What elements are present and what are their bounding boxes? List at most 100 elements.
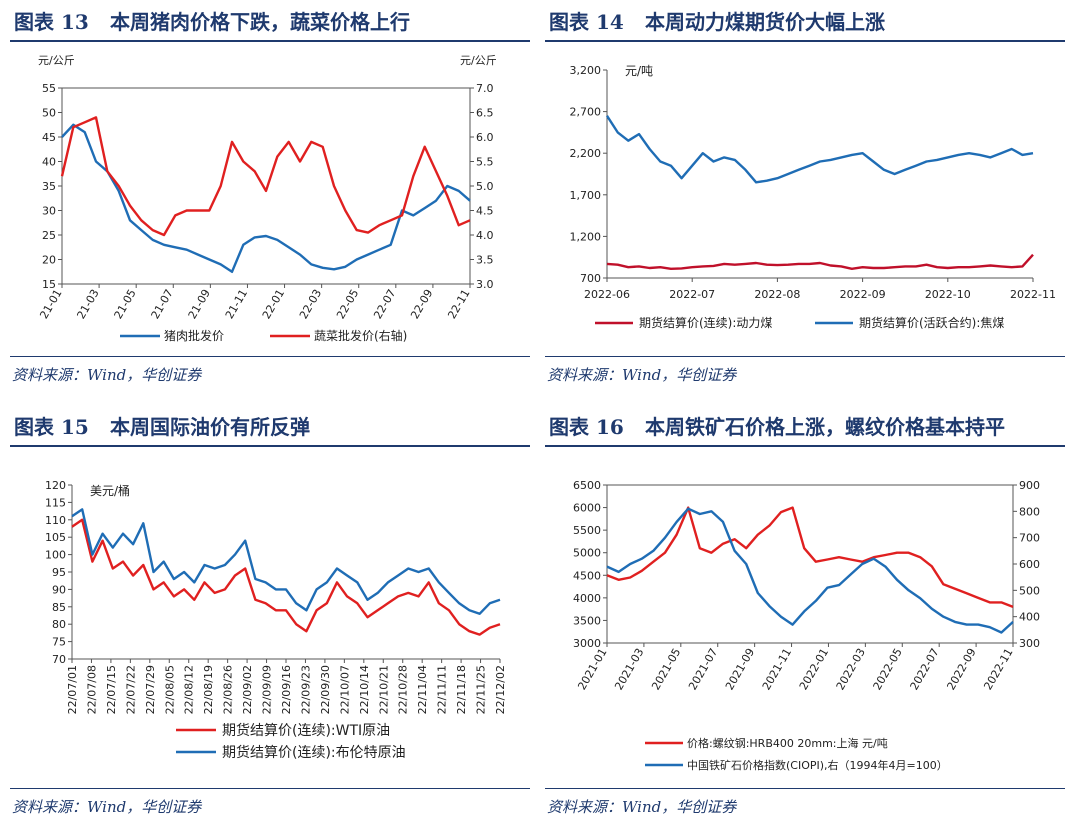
x-tick-label: 2022-01 — [797, 646, 831, 692]
source-note-14: 资料来源：Wind，华创证券 — [545, 356, 1065, 387]
y-tick-label: 80 — [52, 618, 66, 631]
x-tick-label: 21-05 — [112, 287, 139, 321]
x-tick-label: 22/09/16 — [280, 665, 293, 714]
chart-15-svg: 70 75 80 85 90 95 100 105 110 115 120 美元/桶 22/07/01 2… — [45, 479, 507, 761]
panel-chart-14: 图表 14 本周动力煤期货价大幅上涨 700 1,200 1,700 2,200 2,7… — [545, 0, 1065, 400]
x-tick-label: 2021-11 — [760, 646, 794, 692]
panel-heading: 本周动力煤期货价大幅上涨 — [645, 10, 885, 34]
panel-number: 图表 14 — [549, 10, 624, 34]
series-line-1 — [71, 518, 501, 636]
y-tick-label: 4000 — [573, 592, 601, 605]
y-right-tick-label: 4.0 — [476, 229, 494, 242]
y-tick-label: 4500 — [573, 569, 601, 582]
x-tick-label: 2022-03 — [834, 646, 868, 692]
x-tick-label: 2021-03 — [612, 646, 646, 692]
x-tick-label: 2022-11 — [1010, 288, 1056, 301]
y-tick-label: 30 — [42, 205, 56, 218]
x-tick-label: 22/11/25 — [475, 665, 488, 714]
y-tick-label: 3,200 — [570, 64, 602, 77]
y-tick-label: 105 — [45, 531, 66, 544]
x-tick-label: 22/10/21 — [377, 665, 390, 714]
y-right-unit-label: 元/公斤 — [460, 54, 497, 67]
x-tick-label: 22/08/19 — [202, 665, 215, 714]
y-right-tick-label: 300 — [1019, 637, 1040, 650]
series-line-1 — [606, 506, 1014, 609]
x-tick-label: 22/09/30 — [319, 665, 332, 714]
panel-title-14: 图表 14 本周动力煤期货价大幅上涨 — [545, 0, 1065, 42]
y-right-tick-label: 600 — [1019, 558, 1040, 571]
x-tick-label: 22/07/08 — [85, 665, 98, 714]
x-tick-label: 2022-05 — [871, 646, 905, 692]
x-tick-label: 2022-07 — [669, 288, 715, 301]
x-tick-label: 22-11 — [445, 287, 472, 321]
y-right-tick-label: 500 — [1019, 584, 1040, 597]
y-tick-label: 5000 — [573, 547, 601, 560]
x-tick-label: 22/10/14 — [358, 665, 371, 714]
x-tick-label: 2021-05 — [649, 646, 683, 692]
x-tick-label: 22/09/23 — [299, 665, 312, 714]
x-tick-label: 2022-09 — [944, 646, 978, 692]
chart-13-svg: 15 20 25 30 35 40 45 50 55 3.0 3.5 4.0 4.5 5.0 5.5 6.0 6… — [37, 54, 497, 343]
x-tick-label: 2021-09 — [723, 646, 757, 692]
legend-label: 蔬菜批发价(右轴) — [314, 328, 407, 343]
panel-heading: 本周猪肉价格下跌，蔬菜价格上行 — [110, 10, 410, 34]
series-line-1 — [61, 123, 471, 274]
panel-title-13: 图表 13 本周猪肉价格下跌，蔬菜价格上行 — [10, 0, 530, 42]
plot-frame — [61, 87, 471, 285]
panel-title-16: 图表 16 本周铁矿石价格上涨，螺纹价格基本持平 — [545, 405, 1065, 447]
y-unit-label: 美元/桶 — [90, 483, 130, 498]
y-tick-label: 75 — [52, 636, 66, 649]
x-tick-label: 22/09/09 — [261, 665, 274, 714]
x-tick-label: 22-09 — [408, 287, 435, 321]
panel-number: 图表 16 — [549, 415, 624, 439]
y-tick-label: 20 — [42, 254, 56, 267]
x-tick-label: 2022-10 — [925, 288, 971, 301]
x-tick-label: 22/11/04 — [416, 665, 429, 714]
y-right-tick-label: 6.0 — [476, 131, 494, 144]
y-tick-label: 70 — [52, 653, 66, 666]
legend-label: 猪肉批发价 — [164, 328, 224, 343]
x-tick-label: 2022-06 — [584, 288, 630, 301]
source-text: 资料来源：Wind，华创证券 — [12, 798, 202, 816]
y-right-tick-label: 400 — [1019, 611, 1040, 624]
y-tick-label: 100 — [45, 549, 66, 562]
source-text: 资料来源：Wind，华创证券 — [547, 366, 737, 384]
y-tick-label: 120 — [45, 479, 66, 492]
x-tick-label: 22-05 — [334, 287, 361, 321]
y-tick-label: 55 — [42, 82, 56, 95]
x-tick-label: 2022-07 — [908, 646, 942, 692]
x-tick-label: 22/08/05 — [163, 665, 176, 714]
x-tick-label: 22/11/18 — [455, 665, 468, 714]
y-tick-label: 3000 — [573, 637, 601, 650]
y-tick-label: 5500 — [573, 524, 601, 537]
y-tick-label: 25 — [42, 229, 56, 242]
y-tick-label: 90 — [52, 583, 66, 596]
series-line-2 — [71, 508, 501, 616]
x-tick-label: 21-03 — [74, 287, 101, 321]
legend-label: 期货结算价(活跃合约):焦煤 — [859, 315, 1004, 330]
y-tick-label: 15 — [42, 278, 56, 291]
y-tick-label: 2,200 — [570, 147, 602, 160]
legend-label: 中国铁矿石价格指数(CIOPI),右（1994年4月=100） — [687, 758, 948, 772]
x-tick-label: 22-07 — [371, 287, 398, 321]
panel-chart-15: 图表 15 本周国际油价有所反弹 70 75 80 85 90 95 100 105 110 11… — [10, 405, 530, 831]
y-right-tick-label: 7.0 — [476, 82, 494, 95]
x-tick-label: 22/12/02 — [494, 665, 507, 714]
chart-14-svg: 700 1,200 1,700 2,200 2,700 3,200 元/吨 2022-06 20… — [570, 64, 1056, 330]
y-tick-label: 2,700 — [570, 106, 602, 119]
x-tick-label: 22/07/15 — [105, 665, 118, 714]
x-tick-label: 21-01 — [37, 287, 64, 321]
x-tick-label: 22/11/11 — [436, 665, 449, 714]
panel-title-15: 图表 15 本周国际油价有所反弹 — [10, 405, 530, 447]
x-tick-label: 22/08/26 — [222, 665, 235, 714]
x-tick-label: 2022-11 — [981, 646, 1015, 692]
y-right-tick-label: 5.0 — [476, 180, 494, 193]
y-tick-label: 50 — [42, 107, 56, 120]
legend-label: 期货结算价(连续):动力煤 — [639, 315, 772, 330]
x-tick-label: 21-09 — [186, 287, 213, 321]
source-note-16: 资料来源：Wind，华创证券 — [545, 788, 1065, 819]
x-tick-label: 22/08/12 — [183, 665, 196, 714]
y-tick-label: 35 — [42, 180, 56, 193]
series-line-1 — [606, 253, 1034, 271]
x-tick-label: 2022-09 — [840, 288, 886, 301]
